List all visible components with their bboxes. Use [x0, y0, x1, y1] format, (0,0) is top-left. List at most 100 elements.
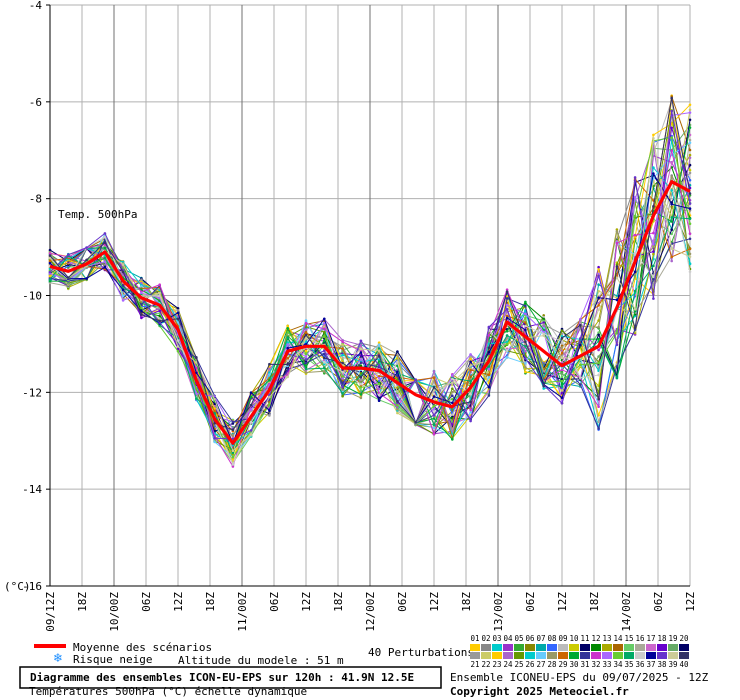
member-point — [505, 295, 509, 298]
member-point — [213, 440, 216, 444]
y-tick-label: -14 — [22, 483, 42, 496]
member-point — [286, 359, 290, 363]
member-point — [688, 141, 692, 144]
member-point — [524, 300, 527, 304]
member-key-label: 08 — [547, 634, 557, 643]
snow-icon: ❄ — [53, 651, 63, 665]
member-line — [49, 181, 691, 466]
y-unit-label: (°C) — [4, 580, 31, 593]
member-point — [615, 276, 619, 280]
member-point — [323, 349, 326, 353]
member-key-label: 16 — [635, 634, 645, 643]
member-point — [323, 317, 326, 321]
member-point — [341, 388, 344, 391]
member-line — [49, 98, 691, 431]
member-key-swatch — [481, 652, 491, 659]
member-point — [67, 253, 70, 256]
member-point — [542, 317, 545, 321]
member-point — [652, 133, 655, 137]
member-point — [304, 361, 308, 365]
member-point — [524, 366, 527, 369]
member-key-swatch — [558, 644, 568, 651]
member-point — [48, 256, 52, 260]
member-point — [652, 252, 655, 256]
member-point — [652, 283, 655, 286]
member-point — [359, 361, 363, 365]
member-point — [670, 202, 673, 206]
member-point — [268, 373, 271, 376]
member-key-label: 26 — [525, 660, 535, 669]
member-point — [231, 449, 235, 453]
member-point — [158, 309, 161, 313]
member-point — [432, 426, 436, 430]
member-point — [560, 385, 564, 388]
member-point — [414, 378, 418, 381]
member-point — [633, 195, 637, 199]
member-point — [140, 303, 143, 306]
member-point — [195, 361, 198, 364]
member-point — [341, 353, 344, 357]
member-point — [48, 261, 52, 265]
member-point — [304, 328, 308, 332]
member-point — [542, 314, 545, 317]
member-point — [560, 351, 564, 355]
member-point — [451, 390, 454, 394]
member-point — [323, 356, 326, 360]
member-point — [48, 248, 52, 252]
member-point — [359, 382, 363, 386]
member-point — [341, 356, 344, 360]
member-point — [670, 149, 673, 152]
member-point — [304, 333, 308, 337]
member-point — [140, 306, 143, 310]
member-key-label: 07 — [536, 634, 545, 643]
y-tick-label: -10 — [22, 290, 42, 303]
member-point — [597, 308, 600, 312]
member-point — [597, 304, 600, 307]
member-point — [341, 394, 344, 398]
member-point — [670, 161, 673, 165]
member-point — [432, 395, 436, 398]
member-point — [505, 303, 509, 307]
member-point — [652, 250, 655, 253]
member-point — [323, 339, 326, 343]
member-point — [268, 378, 271, 382]
member-point — [670, 126, 673, 130]
member-point — [359, 378, 363, 382]
member-point — [597, 268, 600, 271]
member-key-swatch — [591, 652, 601, 659]
member-point — [304, 355, 308, 359]
member-point — [597, 361, 600, 365]
member-point — [432, 376, 436, 380]
footer-copyright: Copyright 2025 Meteociel.fr — [450, 685, 629, 698]
member-point — [633, 308, 637, 311]
member-point — [505, 342, 509, 346]
member-point — [469, 368, 472, 372]
member-point — [505, 307, 509, 311]
member-point — [688, 126, 692, 129]
member-key-swatch — [547, 652, 557, 659]
member-point — [231, 428, 235, 432]
member-point — [304, 319, 308, 322]
member-point — [451, 397, 454, 401]
member-point — [286, 330, 290, 334]
member-line — [49, 111, 691, 440]
member-key-swatch — [668, 644, 678, 651]
member-point — [615, 376, 619, 380]
member-point — [432, 404, 436, 408]
member-point — [597, 427, 600, 430]
member-point — [213, 409, 216, 413]
member-point — [286, 343, 290, 346]
x-tick-label: 06Z — [524, 592, 537, 612]
member-point — [451, 438, 454, 441]
member-key-swatch — [679, 644, 689, 651]
x-tick-labels: 09/12Z 18Z 10/00Z 06Z 12Z 18Z 11/00Z 06Z 12Z 18Z 1… — [44, 592, 697, 632]
member-key-swatch — [569, 644, 579, 651]
member-point — [633, 270, 637, 274]
member-point — [359, 393, 363, 396]
member-point — [505, 316, 509, 320]
member-point — [396, 394, 399, 397]
member-point — [670, 247, 673, 250]
member-point — [615, 298, 619, 302]
member-key-label: 30 — [569, 660, 579, 669]
member-point — [359, 351, 363, 354]
